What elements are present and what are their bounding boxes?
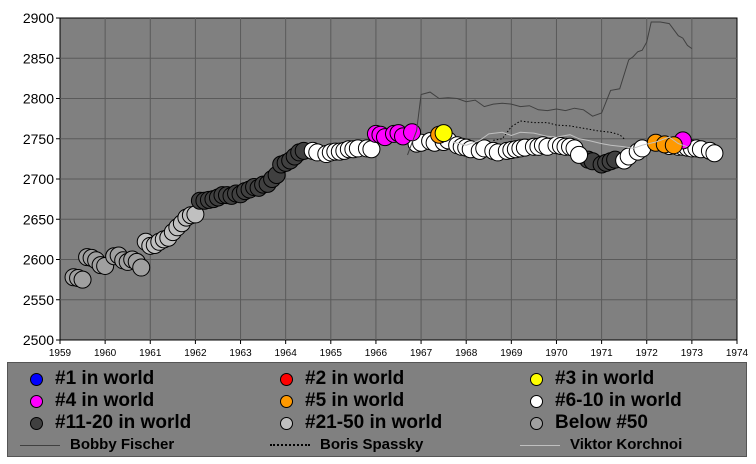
y-tick-label: 2550 [23, 292, 54, 308]
legend-swatch [530, 416, 543, 430]
rival-line-viktor-korchnoi [452, 131, 688, 149]
legend-swatch [30, 372, 43, 386]
y-tick-label: 2750 [23, 131, 54, 147]
x-tick-label: 1966 [365, 348, 388, 359]
legend-label: Below #50 [555, 412, 648, 433]
legend-line-label: Viktor Korchnoi [570, 436, 683, 453]
legend-label: #6-10 in world [555, 390, 682, 411]
legend-label: #4 in world [55, 390, 155, 411]
legend-swatch [530, 372, 543, 386]
x-tick-label: 1974 [726, 348, 749, 359]
rating-point-below-50 [73, 270, 92, 289]
legend-label: #5 in world [305, 390, 405, 411]
legend-line-label: Boris Spassky [320, 436, 424, 453]
x-tick-label: 1972 [636, 348, 659, 359]
rating-point-rank-5 [664, 136, 683, 155]
x-tick-label: 1960 [94, 348, 117, 359]
x-tick-label: 1959 [49, 348, 72, 359]
legend-label: #21-50 in world [305, 412, 443, 433]
legend-line-swatch [20, 444, 60, 446]
y-axis: 2500 2550 2600 2650 2700 2750 2800 2850 2900 [23, 10, 60, 348]
rating-points [64, 123, 724, 289]
legend-item-rank-3: #3 in world [530, 369, 654, 389]
legend-item-rank-21-50: #21-50 in world [280, 413, 442, 433]
rating-point-rank-6-10 [362, 140, 381, 159]
legend-line-swatch [520, 444, 560, 446]
x-tick-label: 1962 [184, 348, 207, 359]
legend-label: #3 in world [555, 368, 655, 389]
legend-item-rank-2: #2 in world [280, 369, 404, 389]
rival-lines [407, 21, 693, 156]
y-tick-label: 2500 [23, 332, 54, 348]
rating-point-rank-6-10 [570, 145, 589, 164]
x-tick-label: 1973 [681, 348, 704, 359]
rival-line-boris-spassky [493, 120, 625, 141]
legend-item-rank-6-10: #6-10 in world [530, 391, 682, 411]
x-tick-label: 1963 [229, 348, 252, 359]
rating-point-rank-4 [403, 123, 422, 142]
y-tick-label: 2600 [23, 252, 54, 268]
x-tick-label: 1968 [455, 348, 478, 359]
legend-item-rank-4: #4 in world [30, 391, 154, 411]
y-tick-label: 2800 [23, 91, 54, 107]
rival-line-bobby-fischer [407, 21, 693, 156]
legend-label: #11-20 in world [55, 412, 192, 433]
legend-line-spassky: Boris Spassky [270, 437, 423, 453]
x-tick-label: 1971 [590, 348, 613, 359]
rating-point-below-50 [132, 258, 151, 277]
legend-item-rank-11-20: #11-20 in world [30, 413, 191, 433]
x-tick-label: 1965 [320, 348, 343, 359]
x-tick-label: 1969 [500, 348, 523, 359]
legend-swatch [30, 394, 43, 408]
legend-line-swatch [270, 444, 310, 446]
legend-item-rank-1: #1 in world [30, 369, 154, 389]
legend: #1 in world #2 in world #3 in world #4 i… [7, 362, 747, 457]
legend-label: #2 in world [305, 368, 405, 389]
rating-chart: 2500 2550 2600 2650 2700 2750 2800 2850 2900 195… [23, 10, 749, 359]
legend-swatch [280, 394, 293, 408]
legend-swatch [280, 372, 293, 386]
legend-line-korchnoi: Viktor Korchnoi [520, 437, 682, 453]
y-tick-label: 2700 [23, 171, 54, 187]
rating-point-rank-6-10 [705, 144, 724, 163]
x-axis: 1959 1960 1961 1962 1963 1964 1965 1966 1967 1968… [49, 340, 749, 359]
y-tick-label: 2650 [23, 211, 54, 227]
x-tick-label: 1970 [545, 348, 568, 359]
legend-label: #1 in world [55, 368, 155, 389]
legend-swatch [30, 416, 43, 430]
x-tick-label: 1961 [139, 348, 162, 359]
legend-line-label: Bobby Fischer [70, 436, 175, 453]
legend-line-fischer: Bobby Fischer [20, 437, 174, 453]
legend-item-below-50: Below #50 [530, 413, 648, 433]
legend-item-rank-5: #5 in world [280, 391, 404, 411]
rating-point-rank-3 [434, 124, 453, 143]
x-tick-label: 1964 [275, 348, 298, 359]
y-tick-label: 2850 [23, 50, 54, 66]
y-tick-label: 2900 [23, 10, 54, 26]
legend-swatch [530, 394, 543, 408]
legend-swatch [280, 416, 293, 430]
x-tick-label: 1967 [410, 348, 433, 359]
